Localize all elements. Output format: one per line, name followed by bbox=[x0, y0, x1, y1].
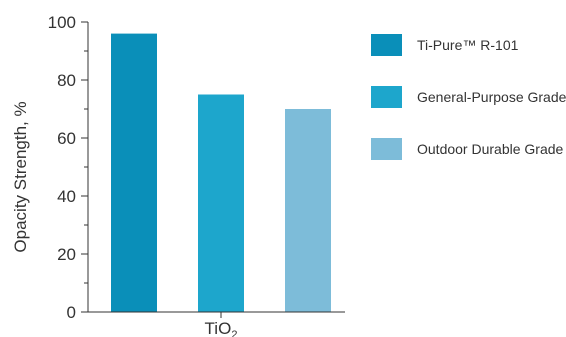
y-tick-label: 100 bbox=[48, 13, 76, 32]
bars-group bbox=[111, 33, 331, 312]
x-axis: TiO2 bbox=[88, 311, 345, 337]
bar-2 bbox=[198, 94, 244, 312]
legend: Ti-Pure™ R-101 General-Purpose Grade Outdo… bbox=[371, 34, 566, 160]
legend-label-1: Ti-Pure™ R-101 bbox=[417, 37, 519, 53]
bar-3 bbox=[285, 109, 331, 312]
bar-1 bbox=[111, 33, 157, 312]
legend-swatch-3 bbox=[371, 138, 402, 160]
x-category-label: TiO2 bbox=[205, 319, 238, 337]
x-category-label-sub: 2 bbox=[231, 329, 237, 337]
y-axis-title: Opacity Strength, % bbox=[11, 101, 30, 252]
legend-label-3: Outdoor Durable Grade bbox=[417, 141, 564, 157]
y-tick-label: 40 bbox=[57, 187, 76, 206]
y-tick-label: 80 bbox=[57, 71, 76, 90]
y-tick-label: 0 bbox=[67, 303, 76, 322]
y-axis: 0 20 40 60 80 100 bbox=[48, 13, 89, 322]
y-tick-label: 20 bbox=[57, 245, 76, 264]
legend-label-2: General-Purpose Grade bbox=[417, 89, 566, 105]
legend-swatch-1 bbox=[371, 34, 402, 56]
y-tick-label: 60 bbox=[57, 129, 76, 148]
x-category-label-base: TiO bbox=[205, 319, 232, 337]
legend-swatch-2 bbox=[371, 86, 402, 108]
